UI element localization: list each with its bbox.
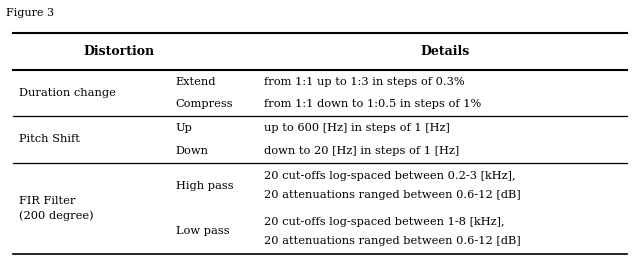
Text: from 1:1 down to 1:0.5 in steps of 1%: from 1:1 down to 1:0.5 in steps of 1% xyxy=(264,99,481,109)
Text: 20 attenuations ranged between 0.6-12 [dB]: 20 attenuations ranged between 0.6-12 [d… xyxy=(264,236,520,245)
Text: 20 attenuations ranged between 0.6-12 [dB]: 20 attenuations ranged between 0.6-12 [d… xyxy=(264,190,520,200)
Text: High pass: High pass xyxy=(176,181,234,190)
Text: 20 cut-offs log-spaced between 1-8 [kHz],: 20 cut-offs log-spaced between 1-8 [kHz]… xyxy=(264,217,504,227)
Text: Duration change: Duration change xyxy=(19,88,116,98)
Text: Down: Down xyxy=(176,146,209,156)
Text: Low pass: Low pass xyxy=(176,226,229,236)
Text: FIR Filter
(200 degree): FIR Filter (200 degree) xyxy=(19,196,93,221)
Text: Figure 3: Figure 3 xyxy=(6,8,54,18)
Text: Pitch Shift: Pitch Shift xyxy=(19,134,80,144)
Text: up to 600 [Hz] in steps of 1 [Hz]: up to 600 [Hz] in steps of 1 [Hz] xyxy=(264,123,449,133)
Text: Compress: Compress xyxy=(176,99,234,109)
Text: down to 20 [Hz] in steps of 1 [Hz]: down to 20 [Hz] in steps of 1 [Hz] xyxy=(264,146,459,156)
Text: Details: Details xyxy=(421,45,470,58)
Text: Distortion: Distortion xyxy=(84,45,155,58)
Text: from 1:1 up to 1:3 in steps of 0.3%: from 1:1 up to 1:3 in steps of 0.3% xyxy=(264,77,464,87)
Text: Extend: Extend xyxy=(176,77,216,87)
Text: 20 cut-offs log-spaced between 0.2-3 [kHz],: 20 cut-offs log-spaced between 0.2-3 [kH… xyxy=(264,171,515,181)
Text: Up: Up xyxy=(176,123,193,133)
